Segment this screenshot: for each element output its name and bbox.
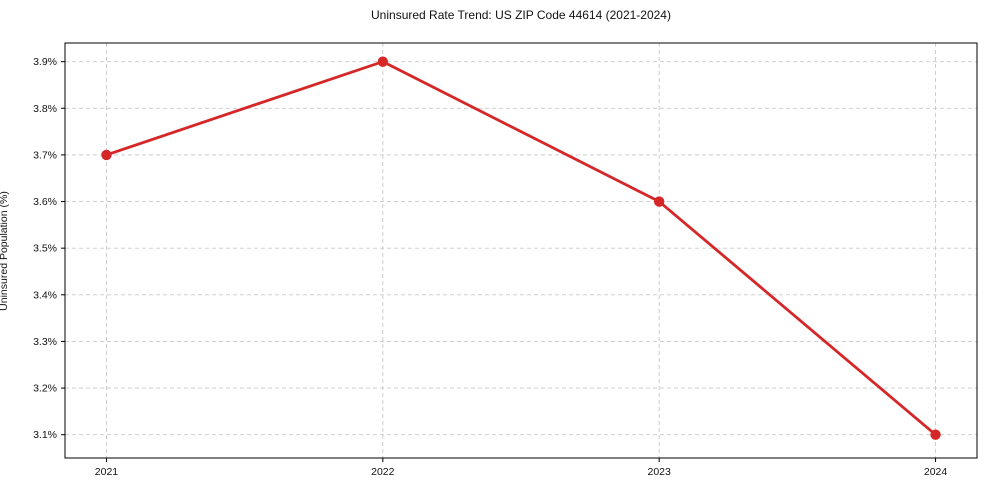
y-tick-label: 3.6% bbox=[33, 196, 57, 208]
data-point-marker bbox=[930, 429, 941, 440]
plot-border bbox=[64, 42, 978, 459]
data-point-marker bbox=[101, 149, 112, 161]
trend-line bbox=[105, 60, 937, 437]
y-tick-label: 3.5% bbox=[33, 243, 57, 255]
data-point-marker bbox=[377, 56, 389, 67]
y-tick-label: 3.8% bbox=[33, 103, 57, 115]
y-tick-label: 3.2% bbox=[33, 383, 57, 395]
y-tick-label: 3.4% bbox=[33, 289, 57, 301]
x-tick-label: 2023 bbox=[648, 466, 672, 478]
chart-title: Uninsured Rate Trend: US ZIP Code 44614 … bbox=[371, 8, 671, 22]
y-tick-label: 3.9% bbox=[33, 56, 57, 68]
x-tick-label: 2024 bbox=[924, 466, 948, 478]
data-point-marker bbox=[653, 196, 665, 207]
y-tick-label: 3.3% bbox=[33, 336, 57, 348]
y-tick-label: 3.1% bbox=[33, 429, 57, 441]
y-tick-label: 3.7% bbox=[33, 149, 57, 161]
x-tick-label: 2022 bbox=[371, 466, 395, 478]
x-tick-label: 2021 bbox=[95, 466, 119, 478]
